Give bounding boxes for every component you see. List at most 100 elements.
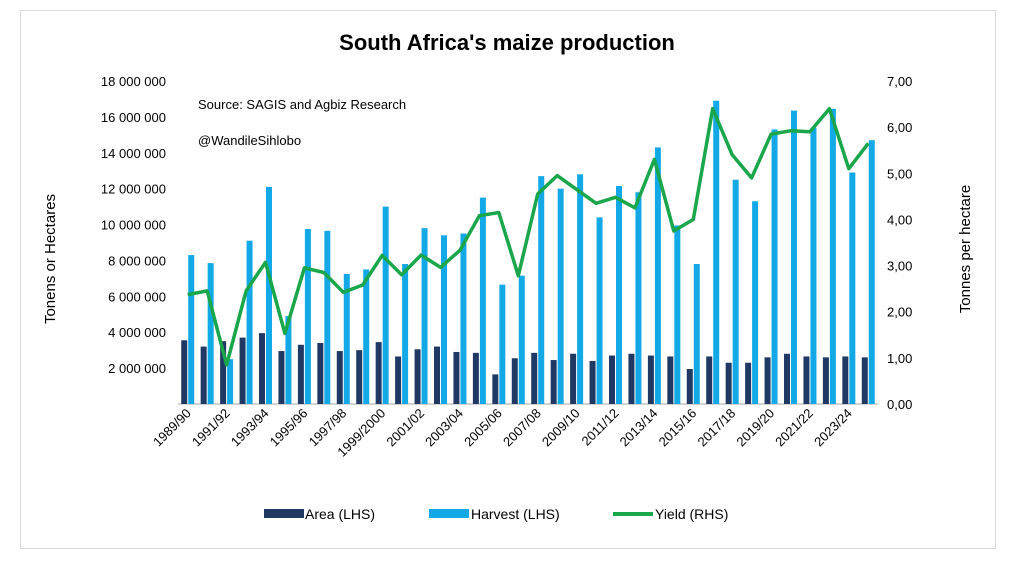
x-tick-label: 2017/18 — [694, 406, 738, 450]
left-tick-label: 16 000 000 — [101, 110, 166, 125]
harvest-bar — [460, 233, 467, 404]
area-bar — [297, 344, 304, 404]
harvest-bar — [868, 140, 875, 404]
left-tick-label: 6 000 000 — [108, 289, 166, 304]
harvest-bar — [188, 255, 195, 404]
x-tick-label: 1989/90 — [150, 406, 194, 450]
left-tick-label: 12 000 000 — [101, 182, 166, 197]
left-tick-label: 2 000 000 — [108, 361, 166, 376]
area-bar — [278, 351, 285, 404]
right-tick-label: 2,00 — [887, 305, 912, 320]
harvest-bar — [207, 263, 214, 404]
area-bar — [784, 353, 790, 404]
harvest-bar — [363, 269, 370, 404]
harvest-bar — [266, 186, 272, 404]
area-bar — [375, 342, 382, 404]
area-bar — [181, 340, 188, 404]
area-bar — [356, 350, 363, 404]
harvest-bar — [771, 129, 778, 404]
x-tick-label: 2003/04 — [422, 406, 466, 450]
harvest-bar — [693, 264, 700, 404]
harvest-bar — [343, 273, 350, 404]
right-tick-label: 4,00 — [887, 212, 912, 227]
area-bar — [725, 362, 732, 404]
harvest-bar — [402, 264, 409, 404]
x-tick-label: 2013/14 — [617, 406, 661, 450]
left-tick-label: 4 000 000 — [108, 325, 166, 340]
legend-harvest-label: Harvest (LHS) — [471, 506, 560, 522]
area-bar — [822, 357, 829, 404]
harvest-bar — [285, 316, 292, 404]
legend-area-label: Area (LHS) — [305, 506, 375, 522]
harvest-bar — [674, 225, 681, 404]
x-tick-label: 2007/08 — [500, 406, 544, 450]
chart-frame: South Africa's maize production Source: … — [20, 10, 996, 549]
yield-line — [187, 106, 870, 367]
area-bar — [609, 355, 615, 404]
right-tick-label: 3,00 — [887, 259, 912, 274]
harvest-bar — [557, 188, 564, 404]
area-bar — [395, 356, 402, 404]
source-annotation: Source: SAGIS and Agbiz Research — [198, 97, 406, 112]
x-tick-label: 2023/24 — [811, 406, 855, 450]
harvest-bar — [654, 147, 661, 404]
left-tick-label: 8 000 000 — [108, 253, 166, 268]
harvest-bar — [791, 110, 797, 404]
harvest-bar — [421, 228, 428, 404]
area-bar — [686, 369, 693, 404]
area-bar — [803, 356, 810, 404]
x-tick-label: 2011/12 — [578, 406, 621, 449]
harvest-bar — [538, 176, 545, 404]
left-tick-label: 18 000 000 — [101, 74, 166, 89]
area-bar — [550, 360, 557, 404]
left-axis-title: Tonens or Hectares — [42, 194, 59, 324]
harvest-bar — [246, 240, 253, 404]
x-tick-label: 2009/10 — [539, 406, 583, 450]
area-bar — [434, 346, 440, 404]
right-tick-label: 5,00 — [887, 166, 912, 181]
x-tick-label: 1995/96 — [267, 406, 311, 450]
x-tick-label: 1991/92 — [189, 406, 233, 450]
harvest-bar — [479, 197, 486, 404]
legend-harvest-swatch — [429, 509, 469, 518]
x-tick-label: 2019/20 — [733, 406, 777, 450]
x-tick-label: 2021/22 — [772, 406, 816, 450]
area-bar — [336, 351, 343, 404]
area-bar — [628, 353, 635, 404]
legend-area-swatch — [264, 509, 304, 518]
x-tick-label: 2001/02 — [383, 406, 427, 450]
harvest-bar — [499, 284, 506, 404]
harvest-bar — [752, 201, 759, 404]
area-bar — [259, 333, 265, 404]
harvest-bar — [732, 179, 739, 404]
legend-yield-label: Yield (RHS) — [655, 506, 728, 522]
area-bar — [472, 352, 479, 404]
area-bar — [667, 356, 674, 404]
right-tick-label: 6,00 — [887, 120, 912, 135]
area-bar — [842, 356, 849, 404]
area-bar — [511, 358, 518, 404]
chart-title: South Africa's maize production — [339, 30, 675, 55]
harvest-bar — [829, 108, 836, 404]
harvest-bar — [596, 217, 603, 404]
area-bar — [453, 351, 460, 404]
harvest-bar — [518, 275, 525, 404]
area-bar — [570, 353, 577, 404]
harvest-bar — [324, 230, 331, 404]
area-bar — [745, 362, 752, 404]
x-tick-label: 2005/06 — [461, 406, 505, 450]
harvest-bar — [635, 192, 642, 404]
harvest-bar — [810, 127, 817, 405]
area-bar — [492, 374, 499, 404]
area-bar — [531, 352, 538, 404]
area-bar — [414, 349, 421, 404]
left-tick-label: 10 000 000 — [101, 218, 166, 233]
harvest-bar — [304, 229, 311, 404]
area-bar — [647, 355, 654, 404]
harvest-bar — [441, 235, 447, 404]
area-bar — [861, 357, 868, 404]
area-bar — [589, 360, 596, 404]
harvest-bar — [849, 172, 856, 404]
harvest-bar — [382, 206, 389, 404]
right-axis-title: Tonnes per hectare — [957, 185, 974, 313]
